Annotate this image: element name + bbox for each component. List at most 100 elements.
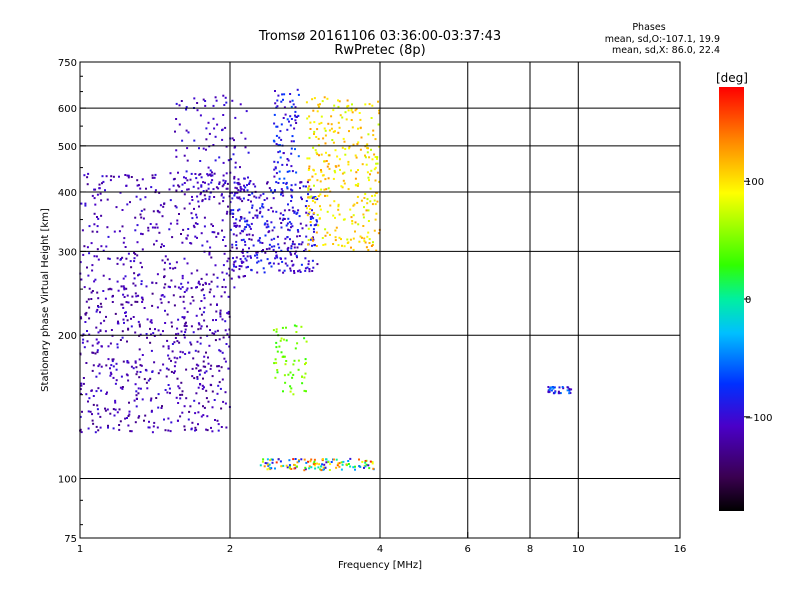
data-point bbox=[286, 236, 289, 239]
phases-title: Phases bbox=[632, 22, 665, 33]
data-point bbox=[240, 260, 243, 263]
data-point bbox=[86, 330, 88, 332]
data-point bbox=[193, 377, 196, 380]
data-point bbox=[370, 148, 372, 151]
data-point bbox=[250, 200, 252, 203]
data-point bbox=[156, 426, 159, 429]
data-point bbox=[122, 318, 125, 321]
data-point bbox=[238, 219, 241, 222]
data-point bbox=[143, 307, 146, 309]
data-point bbox=[246, 184, 248, 187]
data-point bbox=[324, 178, 327, 181]
data-point bbox=[292, 393, 295, 396]
data-point bbox=[127, 328, 130, 331]
data-point bbox=[202, 405, 204, 408]
data-point bbox=[309, 218, 312, 220]
data-point bbox=[290, 222, 293, 225]
data-point bbox=[222, 161, 225, 164]
data-point bbox=[150, 349, 153, 352]
data-point bbox=[283, 177, 286, 180]
data-point bbox=[271, 458, 274, 461]
data-point bbox=[149, 399, 152, 402]
data-point bbox=[363, 237, 366, 240]
data-point bbox=[285, 360, 288, 362]
data-point bbox=[219, 313, 222, 316]
data-point bbox=[185, 289, 188, 292]
data-point bbox=[112, 365, 115, 368]
data-point bbox=[83, 286, 86, 289]
data-point bbox=[358, 112, 361, 114]
data-point bbox=[87, 172, 90, 175]
data-point bbox=[261, 242, 264, 244]
data-point bbox=[223, 357, 226, 360]
data-point bbox=[117, 320, 119, 323]
data-point bbox=[218, 181, 221, 184]
data-point bbox=[279, 217, 282, 220]
data-point bbox=[240, 216, 243, 219]
data-point bbox=[181, 316, 184, 319]
data-point bbox=[279, 212, 282, 215]
data-point bbox=[92, 403, 95, 406]
data-point bbox=[327, 187, 330, 190]
data-point bbox=[174, 205, 177, 208]
data-point bbox=[313, 169, 315, 172]
data-point bbox=[276, 105, 279, 108]
data-point bbox=[221, 138, 224, 141]
data-point bbox=[113, 230, 116, 233]
data-point bbox=[130, 176, 133, 178]
data-point bbox=[359, 118, 362, 121]
data-point bbox=[356, 195, 359, 198]
data-point bbox=[266, 220, 269, 223]
data-point bbox=[218, 338, 221, 341]
data-point bbox=[371, 158, 374, 161]
data-point bbox=[195, 363, 198, 366]
data-point bbox=[570, 388, 573, 391]
data-point bbox=[226, 182, 229, 185]
data-point bbox=[196, 223, 199, 225]
data-point bbox=[213, 127, 216, 130]
data-point bbox=[162, 363, 165, 366]
data-point bbox=[151, 304, 154, 307]
data-point bbox=[178, 213, 180, 215]
data-point bbox=[200, 176, 203, 179]
data-point bbox=[222, 94, 225, 97]
data-point bbox=[184, 177, 187, 180]
data-point bbox=[313, 460, 316, 463]
data-point bbox=[372, 467, 375, 470]
data-point bbox=[216, 303, 218, 306]
data-point bbox=[97, 331, 100, 334]
data-point bbox=[149, 377, 152, 380]
data-point bbox=[312, 236, 314, 239]
data-point bbox=[347, 460, 350, 462]
data-point bbox=[296, 465, 298, 468]
data-point bbox=[314, 244, 316, 247]
data-point bbox=[316, 213, 319, 216]
data-point bbox=[221, 378, 224, 381]
data-point bbox=[325, 458, 328, 461]
data-point bbox=[214, 339, 217, 342]
data-point bbox=[106, 226, 109, 229]
data-point bbox=[293, 324, 296, 327]
data-point bbox=[139, 198, 142, 201]
data-point bbox=[312, 109, 315, 112]
data-point bbox=[200, 184, 203, 187]
data-point bbox=[202, 181, 205, 184]
data-point bbox=[232, 263, 235, 266]
data-point bbox=[290, 387, 293, 390]
y-axis-label: Stationary phase Virtual Height [km] bbox=[40, 208, 51, 392]
data-point bbox=[223, 278, 225, 281]
data-point bbox=[121, 225, 124, 228]
data-point bbox=[134, 360, 137, 363]
data-point bbox=[270, 238, 273, 241]
data-point bbox=[319, 180, 322, 183]
data-point bbox=[274, 358, 277, 361]
data-point bbox=[233, 181, 236, 184]
data-point bbox=[199, 193, 202, 196]
data-point bbox=[149, 223, 152, 225]
data-point bbox=[270, 245, 273, 248]
data-point bbox=[163, 202, 166, 205]
data-point bbox=[322, 468, 325, 471]
data-point bbox=[270, 458, 273, 461]
data-point bbox=[277, 262, 280, 265]
data-point bbox=[293, 127, 296, 130]
